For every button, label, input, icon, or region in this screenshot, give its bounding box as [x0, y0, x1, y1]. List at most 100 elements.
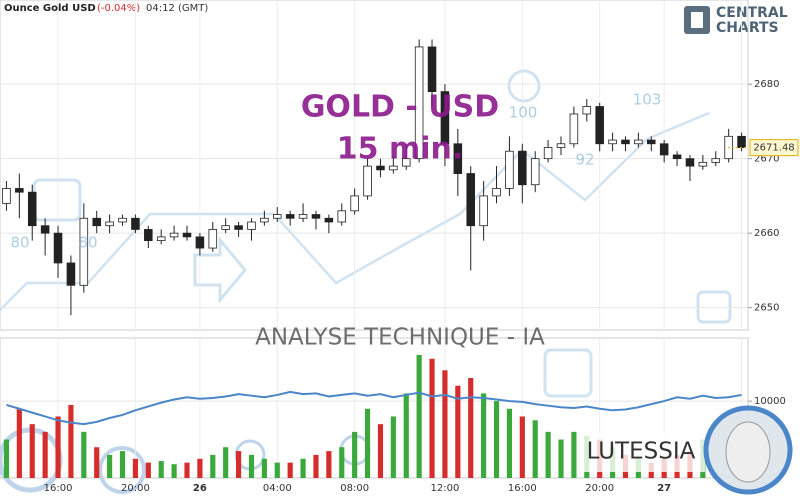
- volume-bar: [236, 451, 242, 478]
- candle-body: [505, 150, 514, 189]
- change: (-0.04%): [97, 3, 140, 14]
- volume-bar: [532, 420, 538, 478]
- volume-bar: [571, 431, 577, 478]
- icon: [98, 446, 146, 494]
- y-tick-label: 2670: [754, 154, 779, 165]
- candle-body: [492, 188, 501, 197]
- candle-body: [131, 217, 140, 230]
- candle-body: [118, 217, 127, 223]
- candle-body: [711, 158, 721, 163]
- candle-body: [530, 158, 540, 186]
- watermark-label: 100: [509, 104, 538, 122]
- candle-body: [234, 225, 243, 230]
- volume-bar: [481, 393, 487, 478]
- avatar-face: [725, 421, 771, 483]
- icon: [193, 235, 247, 305]
- volume-bar: [68, 404, 74, 478]
- volume-bar: [364, 408, 371, 478]
- x-tick-label: 20:00: [121, 483, 150, 494]
- y-tick-label: 2650: [754, 303, 779, 314]
- candle-body: [2, 188, 11, 204]
- watermark-label: 103: [633, 91, 662, 109]
- candle-body: [105, 221, 114, 227]
- candle-body: [698, 161, 708, 167]
- volume-bar: [519, 416, 525, 478]
- watermark-subtitle: 15 min.: [337, 132, 464, 167]
- volume-bar: [158, 461, 164, 478]
- candle-body: [208, 229, 218, 249]
- candle-body: [685, 158, 695, 167]
- volume-bar: [107, 454, 113, 478]
- candle-body: [247, 221, 256, 230]
- candle-body: [221, 225, 230, 230]
- volume-bar: [261, 458, 267, 478]
- candle-body: [556, 143, 566, 148]
- y-tick-label: 2680: [754, 79, 779, 90]
- candle-body: [156, 236, 166, 242]
- candle-body: [582, 106, 592, 115]
- candle-body: [53, 232, 63, 264]
- volume-bar: [132, 458, 138, 478]
- candle-body: [414, 46, 424, 160]
- volume-bar: [81, 431, 87, 478]
- watermark-label: 80: [78, 234, 97, 252]
- y-tick-label: 10000: [754, 396, 786, 407]
- title: Ounce Gold USD: [4, 3, 96, 14]
- volume-bar: [3, 439, 10, 478]
- candle-body: [737, 135, 746, 149]
- candle-body: [634, 139, 643, 145]
- volume-bar: [339, 447, 345, 478]
- candle-body: [285, 214, 295, 219]
- watermark-label: 92: [575, 151, 594, 169]
- x-tick-label: 20:00: [585, 483, 614, 494]
- watermark-caption: ANALYSE TECHNIQUE - IA: [255, 325, 545, 351]
- logo: CENTRAL CHARTS: [684, 5, 788, 36]
- x-tick-label: 08:00: [340, 483, 369, 494]
- volume-bar: [16, 408, 22, 478]
- watermark-title: GOLD - USD: [301, 90, 499, 125]
- candle-body: [15, 188, 24, 193]
- candle-body: [376, 165, 385, 171]
- candle-body: [427, 46, 437, 93]
- volume-bar: [29, 424, 35, 478]
- icon: [507, 69, 541, 103]
- volume-bar: [287, 462, 293, 478]
- volume-line: [6, 390, 742, 426]
- candle-body: [40, 225, 50, 234]
- volume-bar: [545, 431, 551, 478]
- volume-bar: [390, 416, 396, 478]
- x-tick-label: 16:00: [44, 483, 73, 494]
- candle-body: [608, 139, 617, 145]
- candle-body: [518, 150, 527, 186]
- candle-body: [453, 143, 463, 174]
- volume-bar: [248, 454, 255, 478]
- brand: LUTESSIA: [587, 439, 696, 465]
- x-tick-label: 27: [657, 483, 671, 494]
- candle-body: [144, 229, 153, 242]
- candle-body: [324, 217, 334, 223]
- candle-body: [169, 232, 179, 238]
- watermark-label: 80: [10, 234, 29, 252]
- candle-body: [260, 217, 269, 223]
- plot-frame: [0, 0, 749, 331]
- volume-bar: [119, 451, 126, 478]
- volume-bar: [493, 401, 500, 478]
- time: 04:12 (GMT): [146, 3, 208, 14]
- volume-bar: [94, 447, 100, 478]
- volume-bar: [145, 462, 151, 478]
- candle-body: [543, 147, 553, 160]
- candle-body: [182, 232, 192, 238]
- candle-body: [672, 154, 682, 160]
- candle-body: [401, 158, 411, 167]
- candle-body: [466, 173, 475, 227]
- candle-body: [92, 217, 101, 227]
- candle-body: [647, 139, 656, 145]
- volume-bar: [313, 454, 319, 478]
- candle-body: [195, 236, 205, 249]
- volume-bar: [197, 458, 203, 478]
- candle-body: [440, 91, 450, 145]
- volume-bar: [274, 462, 280, 478]
- candle-body: [311, 214, 321, 219]
- x-tick-label: 04:00: [263, 483, 292, 494]
